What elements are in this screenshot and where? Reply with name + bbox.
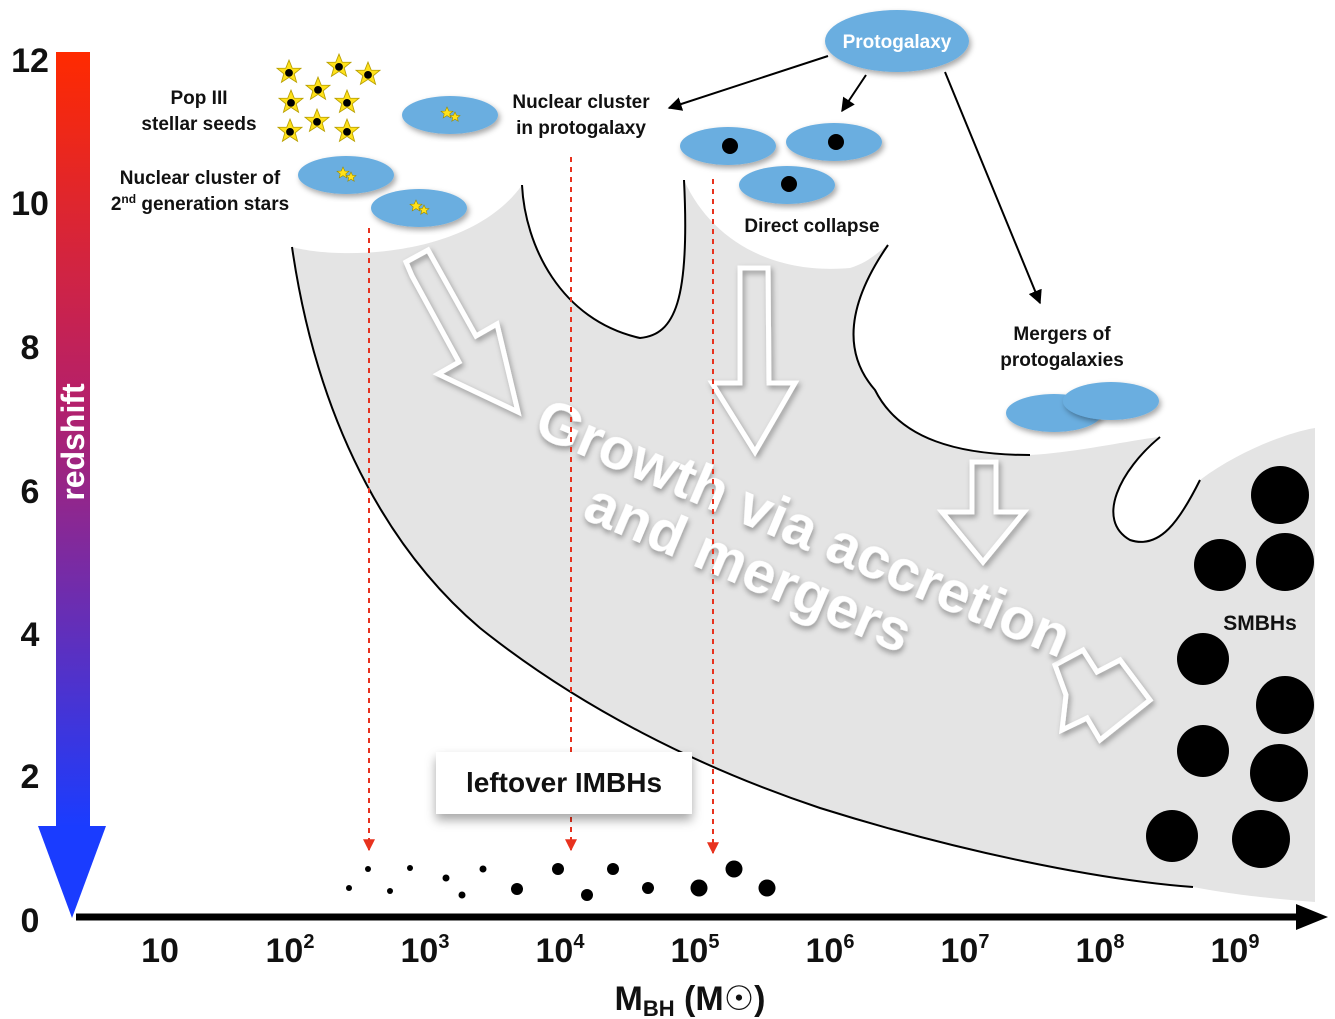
y-tick-8: 8 bbox=[21, 329, 40, 367]
arrow-to-direct-collapse bbox=[841, 74, 867, 113]
region-notch-3 bbox=[1112, 436, 1201, 543]
leftover-imbhs-label: leftover IMBHs bbox=[436, 752, 692, 814]
arrow-to-nuclear-cluster bbox=[667, 55, 829, 111]
y-tick-10: 10 bbox=[11, 185, 49, 223]
growth-arrows bbox=[402, 246, 1154, 744]
region-notch-1 bbox=[521, 179, 687, 340]
protogalaxy-ellipse bbox=[825, 10, 969, 72]
y-tick-0: 0 bbox=[21, 902, 40, 940]
ncp-label-line1: Nuclear cluster bbox=[512, 92, 650, 113]
x-tick-10: 10 bbox=[141, 932, 179, 970]
smbh-dots bbox=[1146, 466, 1314, 868]
arrow-to-mergers bbox=[944, 71, 1042, 305]
imbh-dots bbox=[346, 860, 776, 901]
y-tick-4: 4 bbox=[21, 616, 40, 654]
x-tick-1e6: 106 bbox=[806, 931, 855, 970]
ncp-label-line2: in protogalaxy bbox=[516, 118, 646, 139]
nc2-label-line2: 2nd generation stars bbox=[111, 192, 289, 215]
y-tick-labels: 12 10 8 6 4 2 0 bbox=[11, 42, 49, 940]
nc2-galaxies bbox=[298, 96, 498, 227]
x-axis-label: MBH (M☉) bbox=[614, 980, 765, 1019]
pop3-label-line2: stellar seeds bbox=[141, 114, 256, 135]
x-tick-1e9: 109 bbox=[1211, 931, 1260, 970]
x-tick-1e3: 103 bbox=[401, 931, 450, 970]
redshift-label: redshift bbox=[55, 383, 91, 501]
x-tick-labels: 10 102 103 104 105 106 107 108 109 bbox=[141, 931, 1259, 970]
redshift-arrowhead bbox=[38, 826, 106, 918]
direct-collapse-label: Direct collapse bbox=[744, 216, 879, 237]
y-tick-6: 6 bbox=[21, 473, 40, 511]
mergers-label-line2: protogalaxies bbox=[1000, 350, 1124, 371]
pop3-label-line1: Pop III bbox=[171, 88, 228, 109]
region-notch-2 bbox=[852, 244, 1031, 456]
x-tick-1e4: 104 bbox=[536, 931, 586, 970]
direct-collapse-galaxies bbox=[680, 123, 882, 204]
x-tick-1e2: 102 bbox=[266, 931, 315, 970]
pop3-stars bbox=[276, 53, 381, 142]
x-tick-1e8: 108 bbox=[1076, 931, 1125, 970]
smbhs-label: SMBHs bbox=[1223, 612, 1297, 635]
mergers-label-line1: Mergers of bbox=[1013, 324, 1111, 345]
x-tick-1e5: 105 bbox=[671, 931, 720, 970]
x-axis-arrowhead bbox=[1296, 904, 1328, 930]
region-lower-boundary bbox=[291, 246, 1194, 888]
growth-region bbox=[292, 180, 1315, 902]
y-tick-2: 2 bbox=[21, 758, 40, 796]
y-tick-12: 12 bbox=[11, 42, 49, 80]
merging-galaxies bbox=[1006, 382, 1159, 432]
protogalaxy-label: Protogalaxy bbox=[843, 32, 952, 53]
nc2-label-line1: Nuclear cluster of bbox=[120, 168, 281, 189]
redshift-bar bbox=[56, 52, 90, 827]
x-tick-1e7: 107 bbox=[941, 931, 990, 970]
drop-lines bbox=[363, 157, 719, 855]
